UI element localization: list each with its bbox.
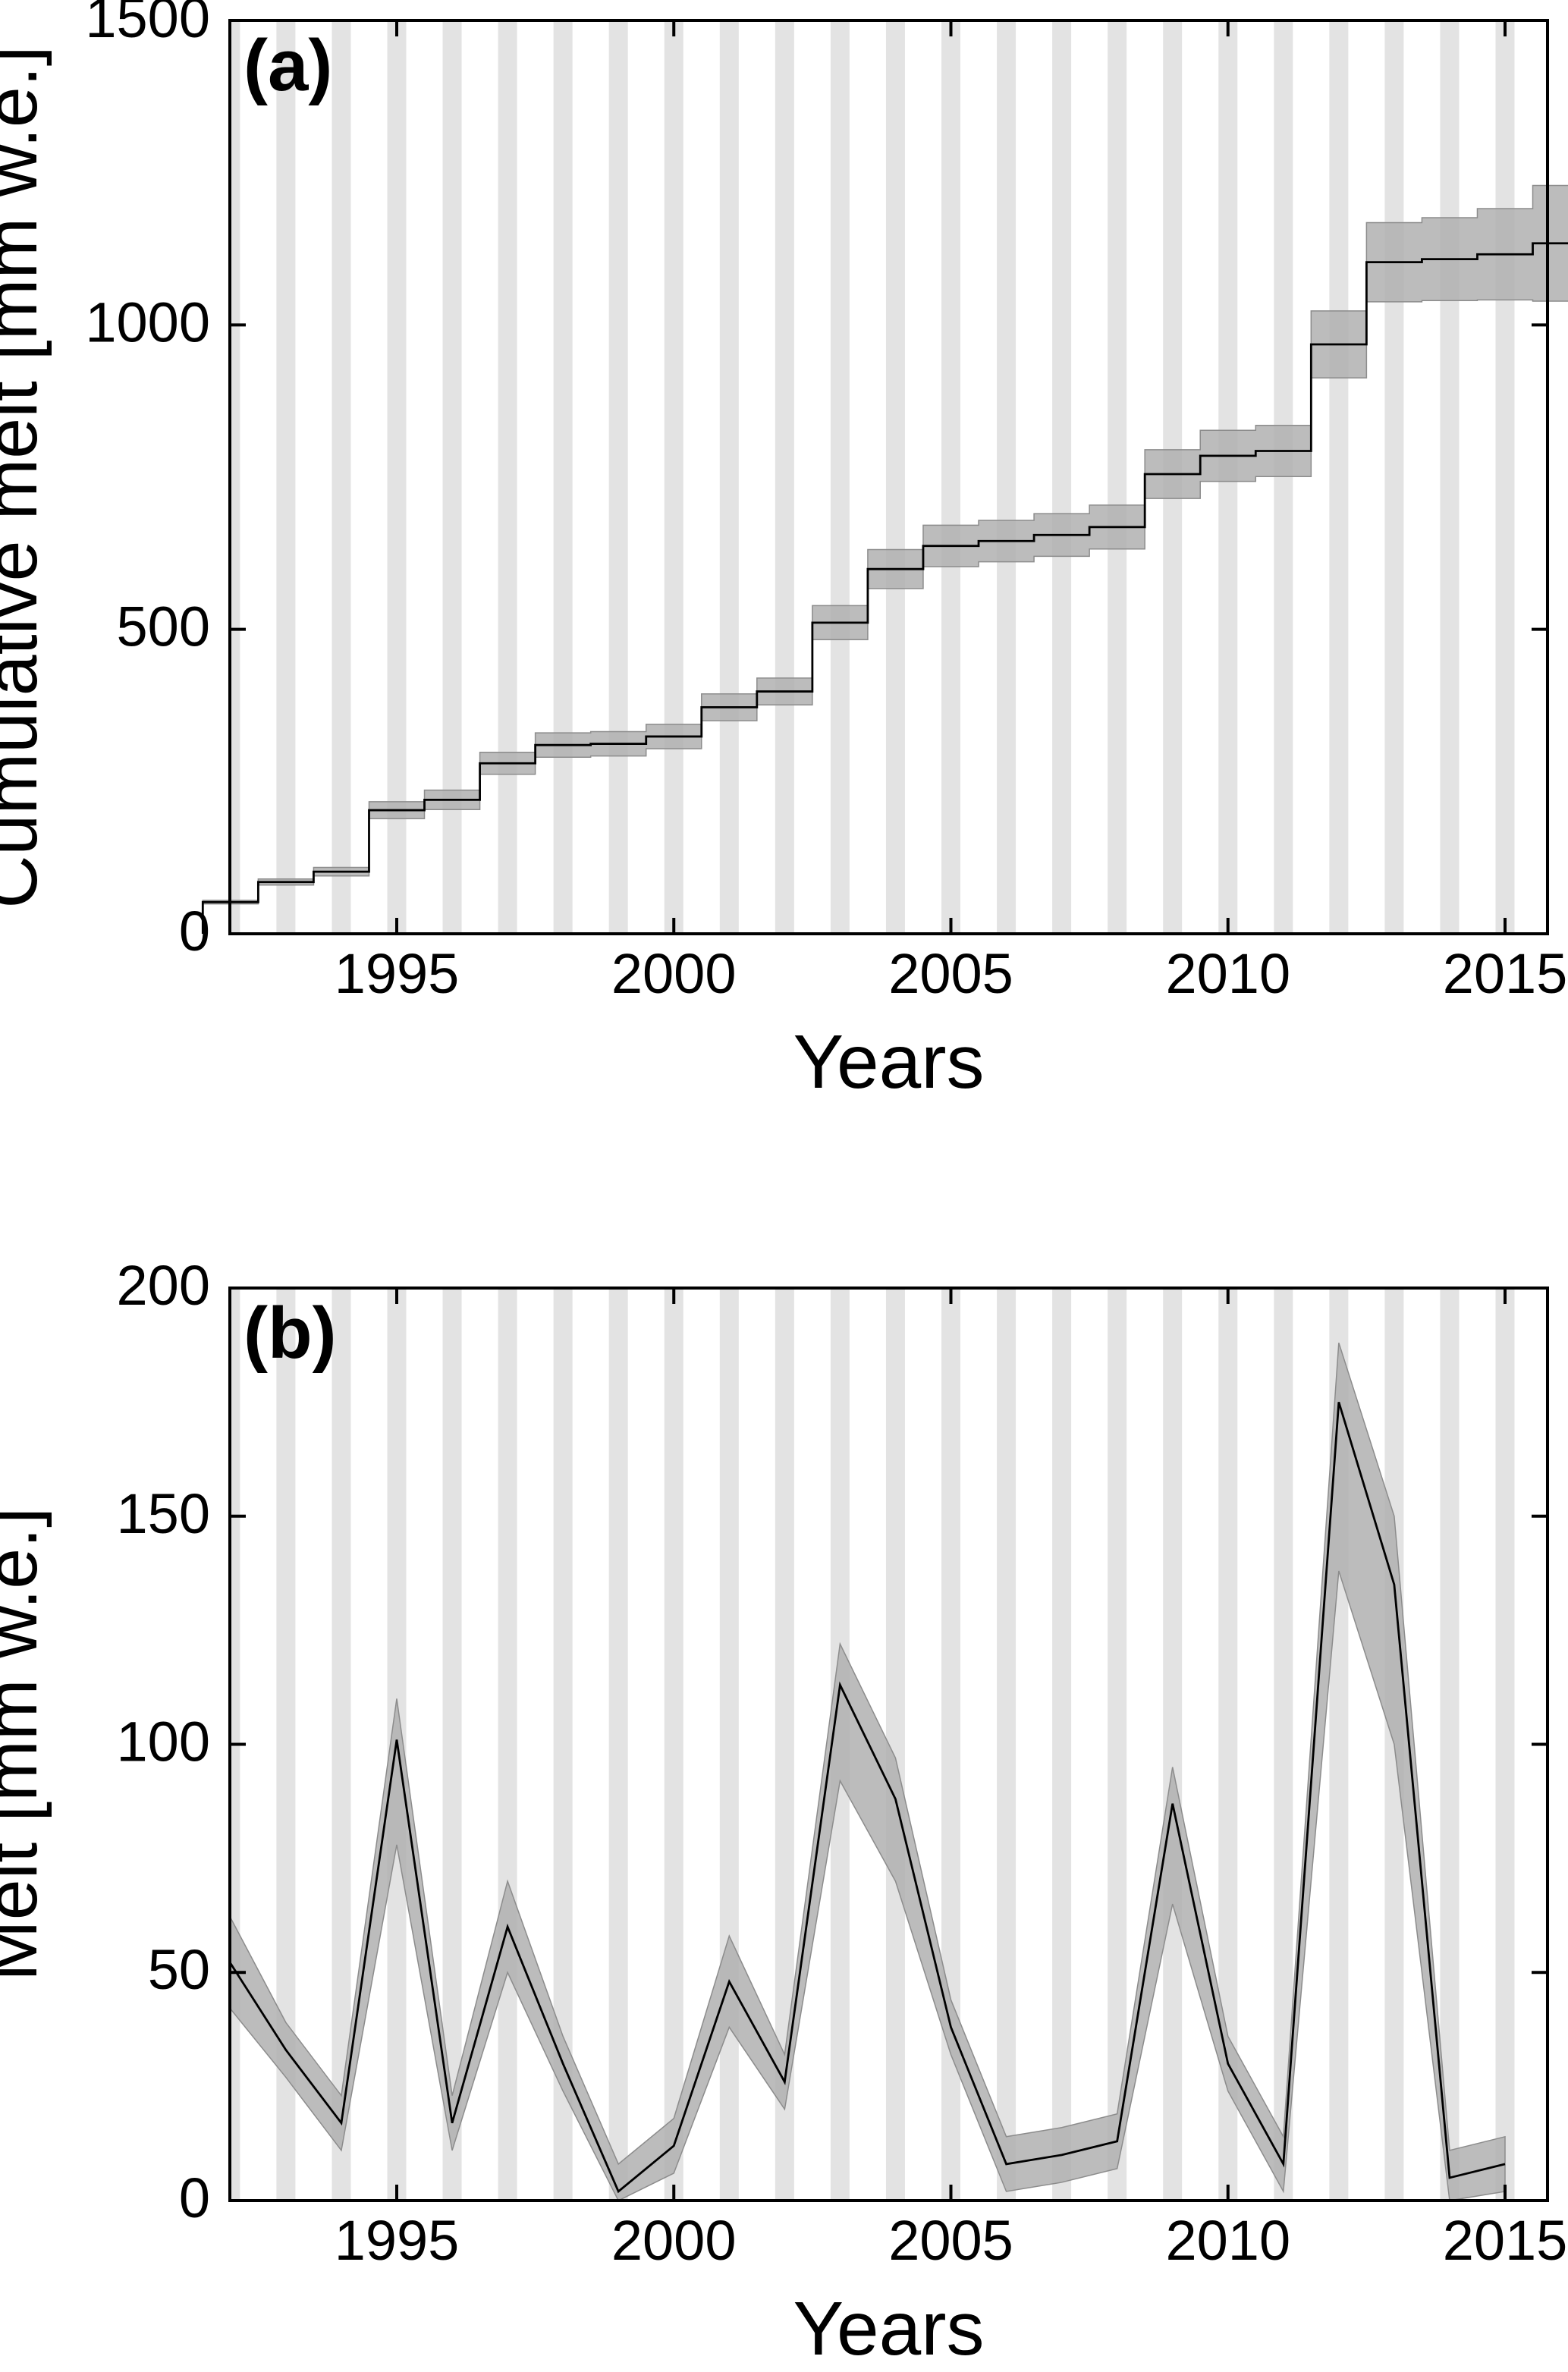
svg-text:0: 0: [179, 2166, 210, 2229]
svg-text:2015: 2015: [1443, 942, 1568, 1005]
svg-text:1995: 1995: [335, 942, 460, 1005]
svg-text:Years: Years: [793, 1019, 984, 1104]
svg-text:2000: 2000: [611, 942, 737, 1005]
svg-text:(b): (b): [244, 1293, 337, 1374]
svg-text:2010: 2010: [1165, 2209, 1290, 2272]
svg-text:50: 50: [148, 1938, 210, 2001]
svg-text:150: 150: [117, 1482, 210, 1545]
svg-text:0: 0: [179, 900, 210, 963]
svg-text:1995: 1995: [335, 2209, 460, 2272]
svg-text:2015: 2015: [1443, 2209, 1568, 2272]
svg-text:Cumulative melt [mm w.e.]: Cumulative melt [mm w.e.]: [0, 46, 52, 908]
svg-text:Years: Years: [793, 2286, 984, 2368]
svg-text:500: 500: [117, 595, 210, 658]
svg-text:2005: 2005: [888, 942, 1013, 1005]
svg-text:Melt [mm w.e.]: Melt [mm w.e.]: [0, 1507, 52, 1981]
svg-text:2000: 2000: [611, 2209, 737, 2272]
svg-text:1500: 1500: [85, 0, 210, 49]
svg-text:2010: 2010: [1165, 942, 1290, 1005]
svg-text:1000: 1000: [85, 291, 210, 353]
svg-text:(a): (a): [244, 25, 332, 106]
svg-text:2005: 2005: [888, 2209, 1013, 2272]
svg-text:200: 200: [117, 1254, 210, 1317]
svg-text:100: 100: [117, 1711, 210, 1774]
